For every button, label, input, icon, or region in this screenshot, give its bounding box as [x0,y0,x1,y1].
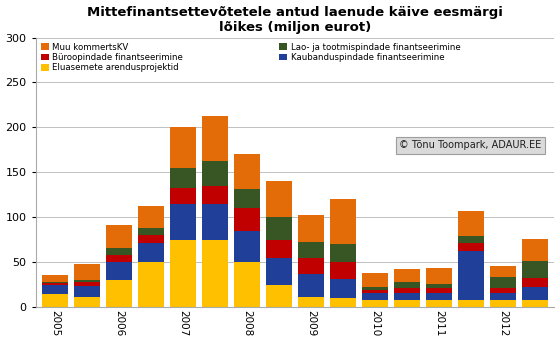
Bar [106,248,132,255]
Bar [394,282,420,288]
Bar [362,287,388,290]
Bar [74,286,100,297]
Bar [426,284,452,288]
Bar [42,294,68,307]
Bar [266,258,292,285]
Bar [234,262,260,307]
Bar [170,188,196,204]
Text: © Tõnu Toompark, ADAUR.EE: © Tõnu Toompark, ADAUR.EE [399,141,542,150]
Bar [459,251,484,300]
Bar [362,290,388,293]
Bar [522,278,548,287]
Bar [266,240,292,258]
Bar [74,297,100,307]
Bar [491,288,516,293]
Bar [298,274,324,297]
Bar [491,293,516,300]
Bar [394,288,420,293]
Bar [522,300,548,307]
Bar [522,287,548,300]
Bar [138,242,164,262]
Bar [106,225,132,248]
Bar [266,181,292,218]
Bar [170,168,196,188]
Bar [138,235,164,242]
Bar [74,264,100,280]
Bar [426,293,452,300]
Bar [459,236,484,244]
Bar [426,268,452,284]
Bar [138,206,164,228]
Bar [106,255,132,262]
Bar [266,218,292,240]
Bar [330,262,356,278]
Legend: Lao- ja tootmispindade finantseerimine, Kaubanduspindade finantseerimine: Lao- ja tootmispindade finantseerimine, … [279,42,461,63]
Bar [42,275,68,282]
Bar [138,262,164,307]
Bar [202,116,228,161]
Bar [459,300,484,307]
Bar [491,300,516,307]
Bar [298,297,324,307]
Bar [42,282,68,283]
Bar [298,215,324,242]
Bar [170,204,196,240]
Bar [459,211,484,236]
Bar [330,244,356,262]
Bar [266,285,292,307]
Bar [170,240,196,307]
Bar [362,273,388,287]
Bar [426,300,452,307]
Bar [106,262,132,280]
Bar [330,298,356,307]
Bar [522,261,548,278]
Bar [202,161,228,186]
Bar [170,128,196,168]
Bar [330,278,356,298]
Bar [74,282,100,286]
Bar [426,288,452,293]
Bar [394,293,420,300]
Bar [42,283,68,285]
Bar [491,277,516,288]
Bar [330,199,356,244]
Bar [234,154,260,188]
Bar [202,186,228,204]
Bar [298,242,324,258]
Bar [234,231,260,262]
Bar [106,280,132,307]
Bar [362,300,388,307]
Bar [491,266,516,277]
Bar [394,268,420,282]
Bar [234,188,260,208]
Bar [234,208,260,231]
Title: Mittefinantsettevõtetele antud laenude käive eesmärgi
lõikes (miljon eurot): Mittefinantsettevõtetele antud laenude k… [87,5,503,34]
Bar [298,258,324,274]
Bar [74,280,100,282]
Bar [522,239,548,261]
Bar [42,285,68,294]
Bar [138,228,164,235]
Bar [202,240,228,307]
Bar [202,204,228,240]
Bar [362,293,388,300]
Bar [394,300,420,307]
Bar [459,244,484,251]
